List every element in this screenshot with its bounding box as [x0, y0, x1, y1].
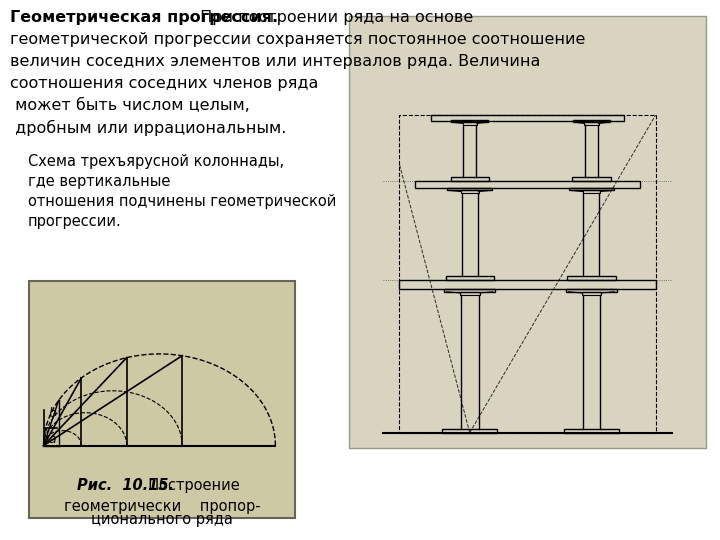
Bar [461, 191, 479, 193]
Bar [582, 191, 600, 193]
Text: Построение: Построение [139, 478, 240, 493]
Bar [463, 122, 477, 125]
Bar [431, 115, 624, 121]
Text: геометрически    пропор-: геометрически пропор- [63, 500, 261, 515]
Bar [572, 177, 611, 180]
Bar [569, 188, 614, 191]
Text: геометрической прогрессии сохраняется постоянное соотношение: геометрической прогрессии сохраняется по… [10, 32, 585, 47]
Text: где вертикальные: где вертикальные [28, 174, 171, 189]
Bar [573, 119, 610, 122]
Bar [446, 276, 494, 280]
Bar [415, 180, 639, 188]
Bar [585, 122, 598, 125]
Text: величин соседних элементов или интервалов ряда. Величина: величин соседних элементов или интервало… [10, 54, 541, 69]
Bar [29, 281, 295, 518]
Bar [451, 177, 489, 180]
Bar [444, 289, 495, 292]
Bar [564, 429, 618, 433]
Bar [349, 16, 706, 448]
Bar [460, 292, 480, 294]
Text: Схема трехъярусной колоннады,: Схема трехъярусной колоннады, [28, 154, 284, 169]
Bar [399, 280, 656, 289]
Bar [567, 276, 616, 280]
Text: прогрессии.: прогрессии. [28, 214, 122, 229]
Text: a: a [49, 433, 56, 446]
Bar [447, 188, 492, 191]
Bar [566, 289, 617, 292]
Bar [443, 429, 497, 433]
Text: b: b [49, 407, 56, 420]
Text: ционального ряда: ционального ряда [91, 512, 233, 528]
Text: При построении ряда на основе: При построении ряда на основе [195, 10, 474, 25]
Bar [451, 119, 488, 122]
Bar [399, 115, 656, 433]
Text: дробным или иррациональным.: дробным или иррациональным. [10, 120, 287, 136]
Text: отношения подчинены геометрической: отношения подчинены геометрической [28, 194, 336, 209]
Bar [582, 292, 601, 294]
Text: может быть числом целым,: может быть числом целым, [10, 98, 250, 113]
Text: Рис.  10.15.: Рис. 10.15. [77, 478, 174, 493]
Text: соотношения соседних членов ряда: соотношения соседних членов ряда [10, 76, 318, 91]
Text: Геометрическая прогрессия.: Геометрическая прогрессия. [10, 10, 278, 25]
